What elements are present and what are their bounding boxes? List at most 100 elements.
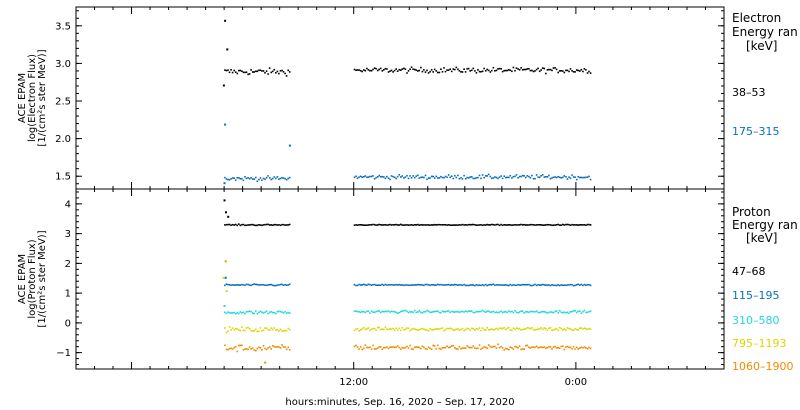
data-point [494, 328, 496, 331]
data-point [358, 330, 360, 332]
data-point [288, 348, 291, 351]
data-point [538, 346, 541, 349]
data-point [475, 177, 478, 179]
data-point [585, 284, 587, 286]
data-point [423, 284, 425, 287]
data-point [242, 284, 245, 286]
data-point [520, 348, 522, 351]
data-point [421, 284, 424, 286]
data-point [376, 326, 379, 329]
data-point [404, 176, 407, 178]
data-point [251, 347, 254, 349]
data-point [483, 224, 485, 226]
data-point [363, 326, 365, 329]
data-point [372, 344, 374, 347]
data-point [546, 69, 549, 71]
data-point [279, 224, 282, 227]
data-point [412, 348, 414, 350]
data-point [440, 327, 442, 330]
data-point [410, 348, 413, 350]
data-point [588, 310, 590, 313]
data-point [427, 72, 430, 74]
data-point [541, 328, 544, 331]
data-point [264, 361, 267, 364]
data-point [466, 224, 468, 226]
data-point [489, 71, 492, 73]
data-point [446, 69, 448, 71]
data-point [568, 176, 570, 178]
data-point [359, 175, 362, 178]
data-point [268, 67, 271, 69]
data-point [472, 67, 475, 70]
data-point [358, 348, 360, 350]
data-point [282, 312, 285, 314]
data-point [400, 284, 402, 286]
data-point [238, 223, 240, 225]
data-point [361, 310, 363, 313]
data-point [231, 177, 234, 179]
data-point [577, 175, 579, 178]
data-point [532, 284, 535, 286]
data-point [583, 224, 586, 226]
data-point [287, 177, 289, 180]
data-point [444, 346, 447, 349]
data-point [234, 312, 237, 315]
data-point [552, 329, 555, 331]
data-point [531, 284, 533, 287]
data-point [253, 283, 255, 285]
data-point [366, 284, 368, 286]
data-point [393, 69, 396, 72]
data-point [517, 224, 519, 226]
data-point [541, 283, 544, 286]
data-point [551, 177, 553, 179]
data-point [376, 284, 379, 286]
data-point [268, 311, 271, 314]
data-point [429, 347, 431, 350]
data-point [517, 177, 519, 179]
data-point [420, 66, 422, 69]
data-point [509, 224, 512, 226]
data-point [495, 176, 498, 179]
data-point [395, 223, 397, 226]
data-point [464, 71, 467, 73]
data-point [557, 329, 559, 332]
data-point [224, 19, 227, 22]
data-point [236, 350, 239, 353]
legend-entry: 47–68 [732, 265, 766, 278]
data-point [273, 176, 276, 178]
data-point [558, 224, 561, 226]
data-point [546, 312, 549, 314]
y-tick-label: 2 [65, 259, 71, 270]
data-point [469, 329, 471, 331]
data-point [387, 284, 390, 286]
data-point [572, 329, 575, 332]
data-point [256, 224, 259, 227]
data-point [366, 224, 368, 226]
data-point [234, 71, 237, 73]
data-point [492, 177, 495, 179]
data-point [398, 327, 401, 330]
data-point [389, 178, 391, 181]
data-point [551, 224, 553, 227]
data-point [438, 347, 441, 350]
data-point [535, 345, 538, 348]
data-point [367, 176, 370, 178]
data-point [560, 284, 563, 286]
data-point [276, 70, 279, 73]
data-point [483, 284, 485, 287]
data-point [483, 67, 485, 70]
data-point [529, 327, 532, 330]
data-point [528, 224, 530, 226]
data-point [449, 176, 451, 179]
data-point [551, 329, 553, 332]
data-point [258, 178, 260, 181]
data-point [455, 176, 458, 179]
data-point [287, 224, 289, 226]
data-point [571, 284, 573, 286]
data-point [392, 71, 394, 73]
data-point [475, 347, 478, 350]
data-point [415, 328, 417, 331]
data-point [557, 284, 559, 286]
data-point [463, 283, 465, 286]
data-point [255, 328, 257, 331]
